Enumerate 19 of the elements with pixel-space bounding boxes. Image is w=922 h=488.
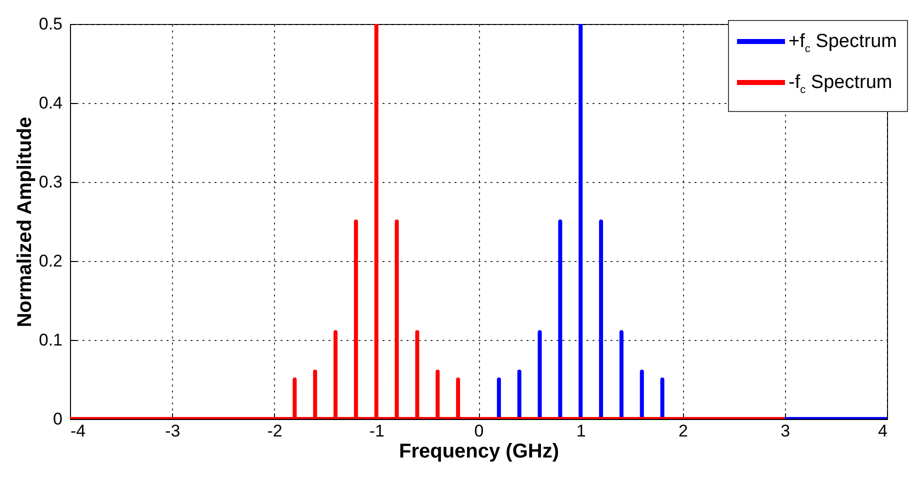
y-tick-label: 0.1 bbox=[38, 330, 62, 350]
x-tick-label: -3 bbox=[165, 422, 180, 440]
x-axis-title: Frequency (GHz) bbox=[398, 440, 560, 462]
x-tick-label: -4 bbox=[70, 422, 86, 440]
y-axis-title: Normalized Amplitude bbox=[14, 116, 36, 328]
x-tick-label: 0 bbox=[474, 422, 484, 440]
legend-label: +f$_{c}$ Spectrum bbox=[788, 30, 897, 57]
x-tick-label: 1 bbox=[576, 422, 586, 440]
x-tick-label: -1 bbox=[369, 422, 384, 440]
x-tick-label: -2 bbox=[267, 422, 282, 440]
x-tick-label: 2 bbox=[678, 422, 688, 440]
y-tick-label: 0.4 bbox=[38, 94, 62, 112]
y-tick-label: 0 bbox=[53, 410, 62, 428]
legend-label: -f$_{c}$ Spectrum bbox=[788, 70, 894, 98]
x-tick-label: 4 bbox=[878, 422, 888, 440]
y-tick-label: 0.3 bbox=[38, 172, 62, 192]
y-tick-label: 0.5 bbox=[38, 14, 62, 34]
y-tick-label: 0.2 bbox=[38, 252, 62, 270]
x-tick-label: 3 bbox=[780, 422, 790, 440]
